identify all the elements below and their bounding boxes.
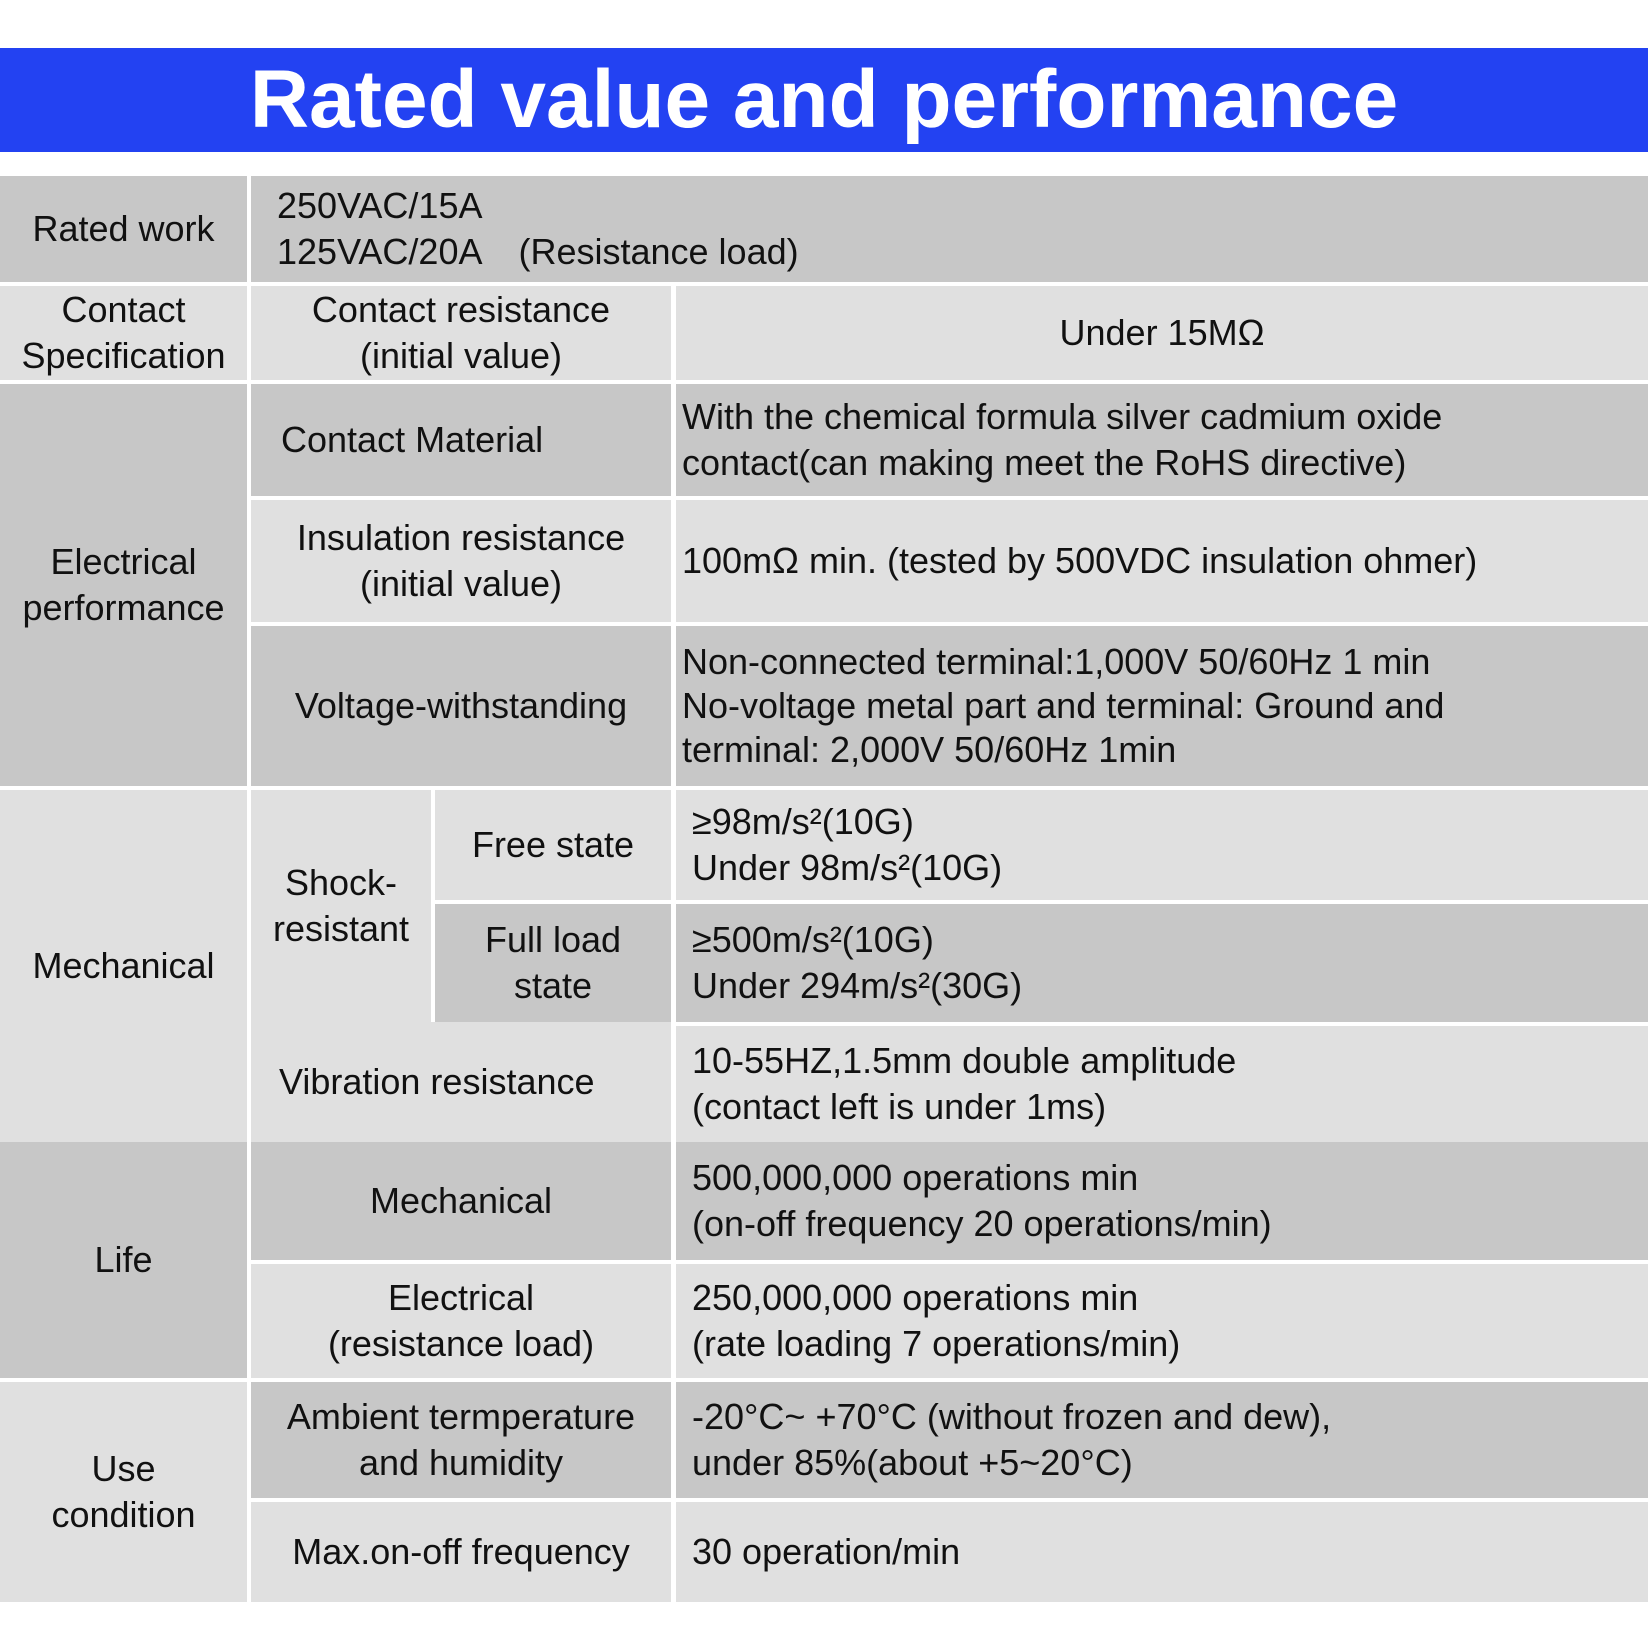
contact-spec-label-line2: Specification [21,335,226,376]
free-state-item-cell: Free state [435,790,671,900]
contact-spec-label-cell: Contact Specification [0,286,247,380]
page-title: Rated value and performance [249,54,1399,145]
free-state-value-cell: ≥98m/s²(10G) Under 98m/s²(10G) [676,790,1648,900]
rated-work-label-cell: Rated work [0,176,247,282]
full-load-item-line1: Full load [484,919,622,960]
contact-material-value-line1: With the chemical formula silver cadmium… [682,396,1443,437]
max-frequency-value: 30 operation/min [692,1531,961,1572]
use-condition-label-line2: condition [51,1494,196,1535]
life-label: Life [94,1239,153,1280]
vibration-item-cell: Vibration resistance [251,1022,671,1142]
life-electrical-item-line2: (resistance load) [327,1323,595,1364]
ambient-value-line1: -20°C~ +70°C (without frozen and dew), [692,1396,1332,1437]
full-load-item-cell: Full load state [435,904,671,1022]
life-electrical-item-line1: Electrical [387,1277,535,1318]
contact-spec-label-line1: Contact [61,289,186,330]
voltage-value-cell: Non-connected terminal:1,000V 50/60Hz 1 … [676,626,1648,786]
free-state-value-line1: ≥98m/s²(10G) [692,801,914,842]
rated-work-value-line1: 250VAC/15A [277,185,483,226]
mechanical-label: Mechanical [32,945,215,986]
shock-resistant-line2: resistant [272,908,410,949]
life-mechanical-value-line2: (on-off frequency 20 operations/min) [692,1203,1272,1244]
contact-material-item: Contact Material [281,419,544,460]
free-state-value-line2: Under 98m/s²(10G) [692,847,1003,888]
voltage-item-cell: Voltage-withstanding [251,626,671,786]
vibration-item: Vibration resistance [279,1061,595,1102]
contact-material-value-line2: contact(can making meet the RoHS directi… [682,442,1407,483]
mechanical-label-cell: Mechanical [0,790,247,1142]
contact-resistance-item-line1: Contact resistance [311,289,611,330]
ambient-value-cell: -20°C~ +70°C (without frozen and dew), u… [676,1382,1648,1498]
electrical-performance-label-line2: performance [22,587,225,628]
rated-work-value-line2: 125VAC/20A [277,231,483,272]
ambient-item-cell: Ambient termperature and humidity [251,1382,671,1498]
free-state-item: Free state [471,824,635,865]
vibration-value-line2: (contact left is under 1ms) [692,1086,1107,1127]
life-mechanical-item-cell: Mechanical [251,1142,671,1260]
contact-resistance-item-line2: (initial value) [359,335,563,376]
max-frequency-item-cell: Max.on-off frequency [251,1502,671,1602]
ambient-item-line1: Ambient termperature [286,1396,636,1437]
shock-resistant-line1: Shock- [284,862,398,903]
rated-work-load-note: (Resistance load) [518,231,799,272]
rated-work-label: Rated work [32,208,215,249]
insulation-item-line2: (initial value) [359,563,563,604]
full-load-value-line2: Under 294m/s²(30G) [692,965,1023,1006]
insulation-value-cell: 100mΩ min. (tested by 500VDC insulation … [676,500,1648,622]
voltage-value-line1: Non-connected terminal:1,000V 50/60Hz 1 … [682,641,1431,682]
contact-material-value-cell: With the chemical formula silver cadmium… [676,384,1648,496]
life-mechanical-value-line1: 500,000,000 operations min [692,1157,1139,1198]
contact-resistance-value-cell: Under 15MΩ [676,286,1648,380]
full-load-value-cell: ≥500m/s²(10G) Under 294m/s²(30G) [676,904,1648,1022]
life-electrical-value-line1: 250,000,000 operations min [692,1277,1139,1318]
rated-work-value-cell: 250VAC/15A 125VAC/20A (Resistance load) [251,176,1648,282]
vibration-value-line1: 10-55HZ,1.5mm double amplitude [692,1040,1237,1081]
life-electrical-value-cell: 250,000,000 operations min (rate loading… [676,1264,1648,1378]
contact-material-item-cell: Contact Material [251,384,671,496]
life-label-cell: Life [0,1142,247,1378]
contact-resistance-item-cell: Contact resistance (initial value) [251,286,671,380]
insulation-value: 100mΩ min. (tested by 500VDC insulation … [682,540,1478,581]
life-mechanical-value-cell: 500,000,000 operations min (on-off frequ… [676,1142,1648,1260]
ambient-value-line2: under 85%(about +5~20°C) [692,1442,1133,1483]
electrical-performance-label-line1: Electrical [50,541,197,582]
life-electrical-item-cell: Electrical (resistance load) [251,1264,671,1378]
insulation-item-cell: Insulation resistance (initial value) [251,500,671,622]
voltage-value-line3: terminal: 2,000V 50/60Hz 1min [682,729,1177,770]
insulation-item-line1: Insulation resistance [296,517,626,558]
title-banner: Rated value and performance [0,48,1648,152]
full-load-value-line1: ≥500m/s²(10G) [692,919,934,960]
full-load-item-line2: state [513,965,593,1006]
max-frequency-item: Max.on-off frequency [292,1531,630,1572]
ambient-item-line2: and humidity [358,1442,564,1483]
shock-resistant-cell: Shock- resistant [251,790,431,1022]
use-condition-label-line1: Use [91,1448,156,1489]
voltage-item: Voltage-withstanding [294,685,628,726]
life-electrical-value-line2: (rate loading 7 operations/min) [692,1323,1181,1364]
use-condition-label-cell: Use condition [0,1382,247,1602]
max-frequency-value-cell: 30 operation/min [676,1502,1648,1602]
electrical-performance-label-cell: Electrical performance [0,384,247,786]
vibration-value-cell: 10-55HZ,1.5mm double amplitude (contact … [676,1026,1648,1142]
contact-resistance-value: Under 15MΩ [1059,312,1265,353]
voltage-value-line2: No-voltage metal part and terminal: Grou… [682,685,1445,726]
life-mechanical-item: Mechanical [369,1180,553,1221]
